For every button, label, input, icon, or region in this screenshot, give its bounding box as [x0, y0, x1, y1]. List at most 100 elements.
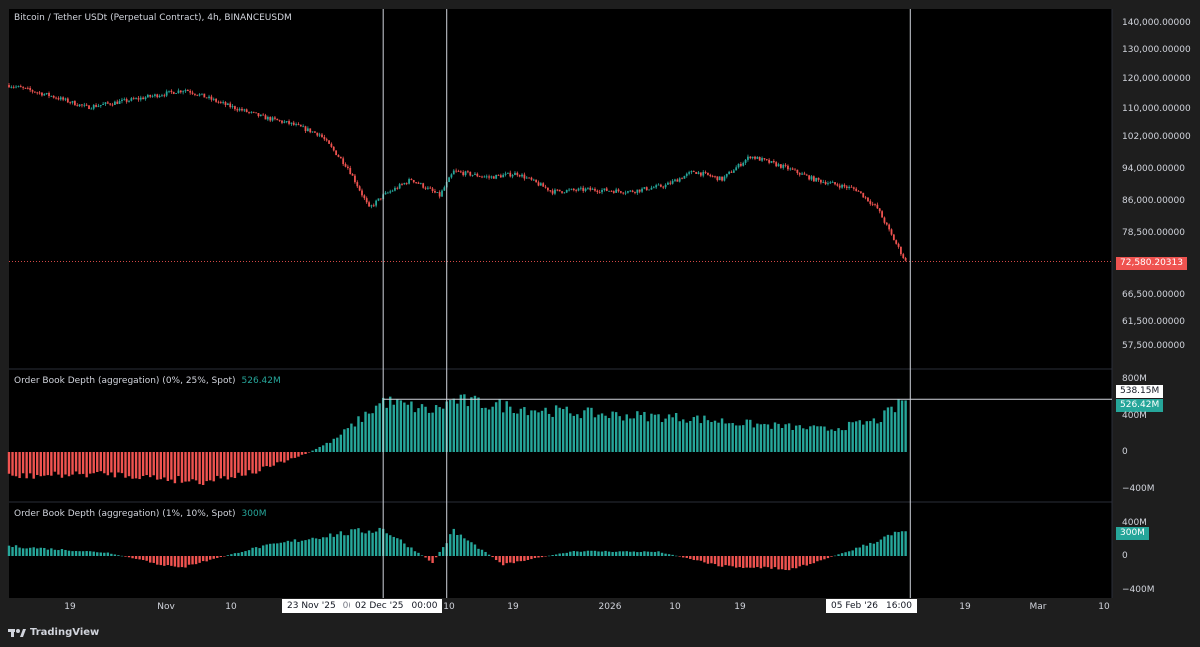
candle-body — [276, 118, 279, 121]
depth2-bar — [350, 529, 353, 556]
depth-bar — [756, 423, 759, 452]
depth-bar — [622, 420, 625, 452]
depth-bar — [583, 410, 586, 452]
depth2-bar — [900, 531, 904, 556]
depth2-bar — [159, 556, 162, 566]
depth-bar — [611, 411, 614, 452]
candle-body — [801, 173, 803, 175]
pane1-tick: 0 — [1122, 447, 1128, 457]
depth-bar — [614, 412, 618, 452]
depth-bar — [336, 437, 339, 452]
depth-bar — [872, 418, 876, 452]
depth-bar — [833, 430, 837, 452]
chart-canvas[interactable] — [9, 9, 1112, 598]
depth2-bar — [304, 540, 307, 556]
depth-bar — [569, 413, 572, 452]
candle-body — [516, 172, 519, 176]
depth-bar — [629, 418, 632, 452]
candle-body — [777, 164, 780, 167]
depth-bar — [551, 416, 554, 452]
candle-body — [354, 175, 356, 183]
candle-body — [476, 173, 479, 177]
candle-body — [627, 191, 629, 193]
depth-bar — [311, 450, 314, 452]
depth-bar — [466, 406, 470, 452]
candle-body — [438, 192, 441, 197]
depth-bar — [766, 424, 770, 452]
candle-body — [622, 192, 625, 194]
depth2-bar — [530, 556, 533, 560]
candle-body — [269, 116, 272, 121]
candle-body — [749, 156, 752, 159]
candle-body — [878, 208, 881, 212]
depth2-bar — [886, 534, 890, 556]
depth-bar — [240, 452, 244, 476]
depth-bar — [103, 452, 106, 474]
candle-body — [88, 105, 90, 110]
candle-body — [789, 168, 792, 170]
candle-body — [481, 176, 483, 178]
depth2-bar — [138, 556, 141, 560]
depth2-bar — [713, 556, 717, 565]
candle-body — [895, 240, 898, 244]
depth2-bar — [201, 556, 205, 562]
candle-body — [59, 97, 62, 100]
depth-bar — [502, 412, 505, 452]
candle-body — [467, 171, 469, 173]
depth2-bar — [766, 556, 770, 568]
candle-body — [824, 181, 827, 185]
candle-body — [648, 189, 651, 191]
candle-body — [318, 134, 321, 136]
tradingview-logo[interactable]: TradingView — [8, 627, 99, 638]
depth2-bar — [374, 531, 378, 556]
candle-body — [372, 205, 375, 207]
depth-bar — [145, 452, 148, 476]
crosshair-date-badge: 05 Feb '26 16:00 — [826, 599, 917, 613]
depth2-bar — [226, 555, 230, 556]
depth-bar — [505, 401, 508, 452]
candle-body — [671, 180, 674, 184]
depth2-bar — [149, 556, 152, 563]
depth-bar — [219, 452, 222, 479]
depth-bar — [823, 426, 826, 452]
candle-body — [897, 243, 900, 247]
depth2-bar — [431, 556, 434, 564]
depth2-bar — [106, 552, 110, 556]
candle-body — [768, 159, 771, 163]
candle-body — [351, 174, 354, 176]
candle-body — [111, 104, 114, 106]
candle-body — [563, 192, 566, 194]
candle-body — [570, 188, 573, 190]
candle-body — [335, 150, 338, 156]
depth2-bar — [791, 556, 794, 569]
candle-body — [572, 188, 575, 191]
candle-body — [43, 94, 46, 96]
depth2-bar — [364, 533, 367, 556]
price-tick: 102,000.00000 — [1122, 132, 1191, 142]
candle-body — [725, 173, 728, 177]
indicator1-title[interactable]: Order Book Depth (aggregation) (0%, 25%,… — [14, 376, 281, 386]
depth2-bar — [113, 554, 117, 556]
candle-body — [208, 96, 210, 98]
candle-body — [31, 90, 34, 92]
candle-body — [892, 234, 895, 241]
depth2-bar — [858, 547, 861, 556]
depth2-bar — [124, 556, 127, 557]
crosshair-date-badge: 23 Nov '25 0( — [282, 599, 357, 613]
candle-body — [8, 85, 10, 88]
depth2-bar — [336, 534, 339, 556]
indicator2-title[interactable]: Order Book Depth (aggregation) (1%, 10%,… — [14, 509, 266, 519]
depth2-bar — [473, 544, 477, 556]
depth-bar — [173, 452, 177, 484]
depth-bar — [399, 400, 403, 452]
candle-body — [772, 161, 775, 163]
candle-body — [274, 117, 276, 119]
candle-body — [860, 191, 862, 193]
depth2-bar — [840, 553, 844, 556]
candle-body — [306, 128, 309, 132]
depth2-bar — [773, 556, 777, 568]
candle-body — [142, 97, 145, 100]
depth2-bar — [569, 551, 572, 556]
candle-body — [377, 198, 380, 201]
